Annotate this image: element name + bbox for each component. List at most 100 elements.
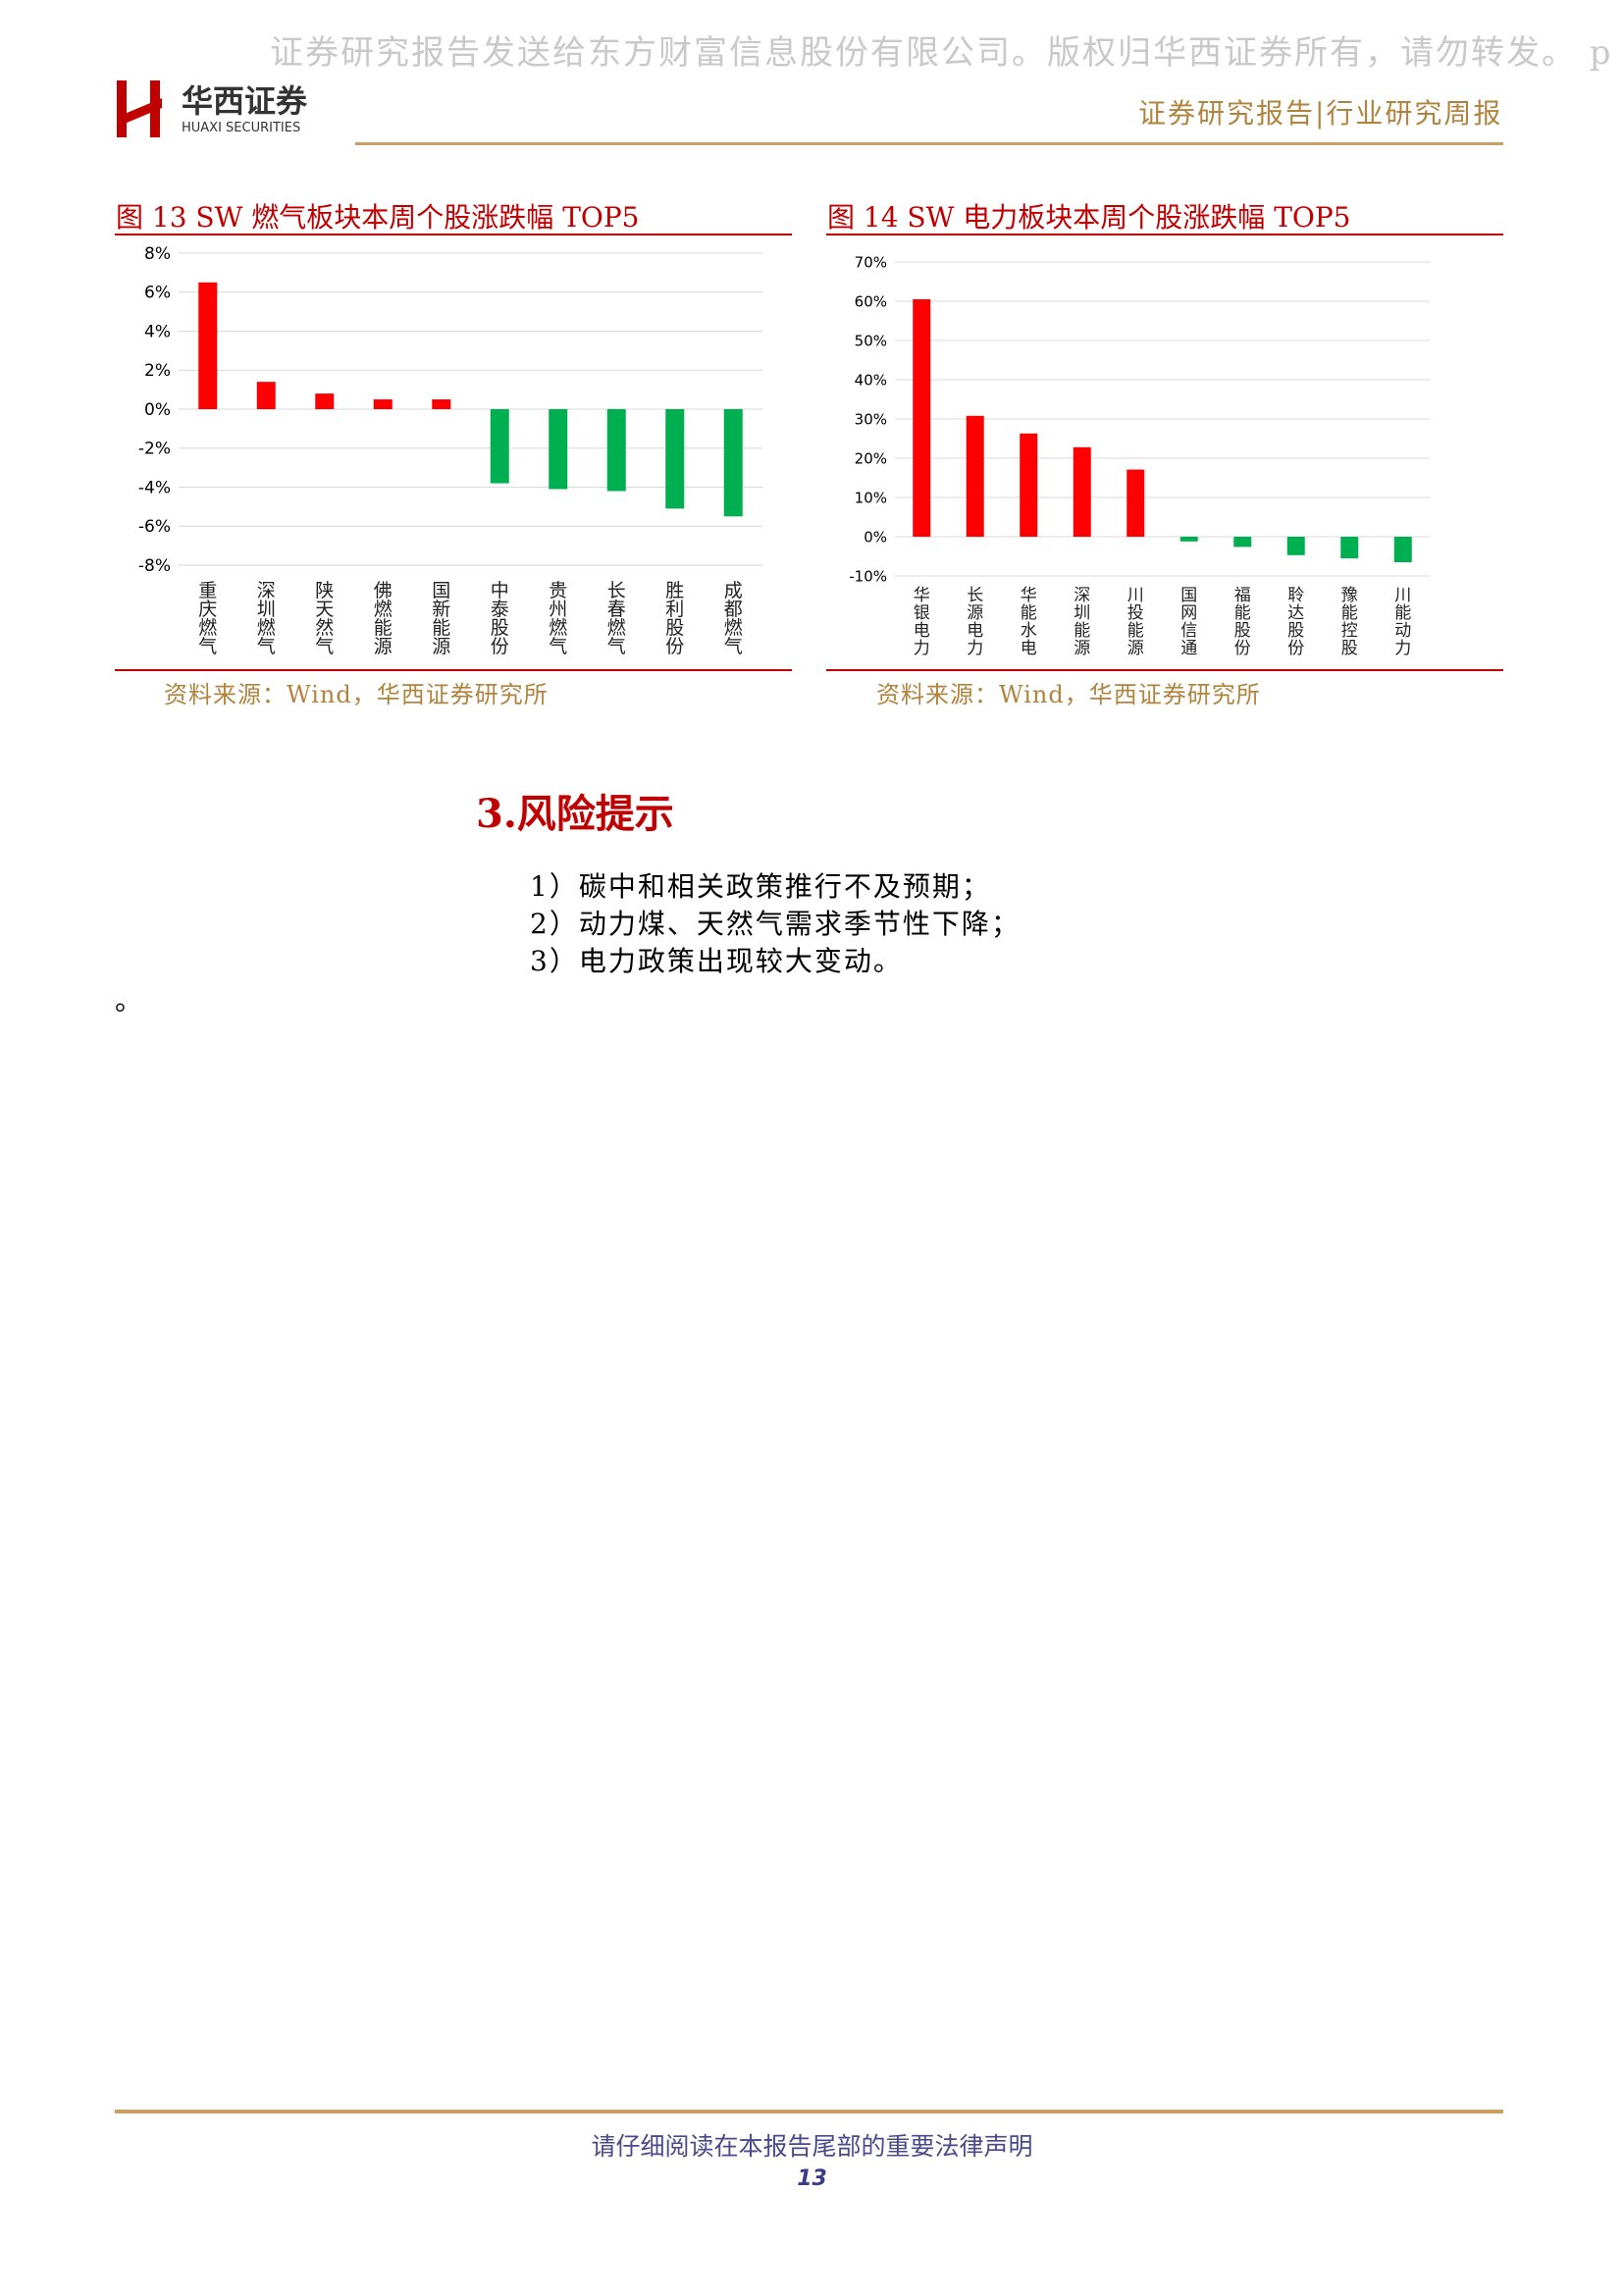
x-category-char: 燃 [374,599,393,620]
y-tick-label: 30% [855,410,887,428]
x-category-char: 份 [1287,639,1304,658]
risk-section-heading: 3.风险提示 [476,791,674,837]
watermark-text: 证券研究报告发送给东方财富信息股份有限公司。版权归华西证券所有，请勿转发。 p [270,33,1613,73]
x-category-char: 深 [1074,586,1090,605]
y-tick-label: 0% [144,400,171,420]
logo-name-cn: 华西证券 [182,82,308,120]
x-category-char: 气 [607,636,626,657]
x-category-char: 华 [1021,586,1037,605]
x-category-char: 成 [724,580,743,601]
x-category-char: 国 [1180,586,1197,605]
x-category-char: 力 [967,639,983,658]
x-category-char: 控 [1341,621,1358,641]
huaxi-logo: 华西证券 HUAXI SECURITIES [117,80,308,137]
x-category-char: 源 [432,636,450,657]
page-number: 13 [797,2166,827,2191]
x-category-char: 聆 [1287,586,1304,605]
bar [432,399,451,409]
bar [1393,537,1412,562]
x-category-char: 气 [257,636,276,657]
x-category-char: 泰 [491,599,509,620]
bar [1126,469,1145,537]
x-category-char: 都 [724,599,743,620]
x-category-char: 福 [1234,586,1251,605]
y-tick-label: 0% [864,528,887,546]
y-tick-label: 2% [144,361,171,381]
x-category-char: 能 [1234,603,1251,623]
x-category-char: 能 [1341,603,1358,623]
x-category-char: 燃 [549,617,567,639]
bar [373,399,393,409]
bar [1020,433,1038,537]
x-category-char: 川 [1394,586,1411,605]
x-category-char: 然 [315,617,334,639]
bar [913,299,931,537]
x-category-char: 源 [374,636,393,657]
x-category-char: 力 [1394,639,1411,658]
x-category-char: 通 [1180,639,1197,658]
figure-13-top-rule [115,234,792,235]
figure-13-bottom-rule [115,669,792,671]
y-tick-label: 60% [855,292,887,310]
x-category-char: 源 [967,603,983,623]
x-category-char: 源 [1074,639,1090,658]
x-category-char: 银 [914,603,930,623]
x-category-char: 能 [432,617,450,639]
bar [1340,537,1359,558]
y-tick-label: 40% [855,371,887,389]
header-divider [355,142,1503,145]
y-tick-label: -6% [138,517,171,537]
x-category-char: 股 [665,617,684,639]
x-category-char: 燃 [607,617,626,639]
x-category-char: 长 [607,580,626,601]
y-tick-label: -8% [138,556,171,576]
x-category-char: 胜 [665,580,684,601]
bar [198,282,218,409]
x-category-char: 份 [665,636,684,657]
x-category-char: 气 [724,636,743,657]
bar [490,409,509,484]
x-category-char: 气 [549,636,567,657]
x-category-char: 圳 [257,599,276,620]
x-category-char: 股 [1287,621,1304,641]
x-category-char: 燃 [198,617,217,639]
x-category-char: 股 [491,617,509,639]
bar [1073,446,1091,537]
x-category-char: 气 [198,636,217,657]
x-category-char: 长 [967,586,983,605]
y-tick-label: 6% [144,284,171,303]
y-tick-label: 50% [855,332,887,349]
x-category-char: 份 [1234,639,1251,658]
x-category-char: 国 [432,580,450,601]
bar [315,393,335,409]
figure-13-title: 图 13 SW 燃气板块本周个股涨跌幅 TOP5 [116,201,640,234]
x-category-char: 庆 [198,599,217,620]
x-category-char: 能 [1074,621,1090,641]
x-category-char: 能 [374,617,393,639]
x-category-char: 电 [1021,639,1037,658]
x-category-char: 源 [1127,639,1144,658]
y-tick-label: 4% [144,322,171,341]
bar [1286,537,1305,555]
x-category-char: 重 [198,580,217,601]
y-tick-label: 70% [855,253,887,271]
x-category-char: 电 [967,621,983,641]
logo-name-en: HUAXI SECURITIES [182,121,300,135]
x-category-char: 信 [1180,621,1197,641]
x-category-char: 贵 [549,580,567,601]
figure-14-source: 资料来源：Wind，华西证券研究所 [876,681,1261,708]
x-category-char: 电 [914,621,930,641]
figure-14-bottom-rule [826,669,1503,671]
